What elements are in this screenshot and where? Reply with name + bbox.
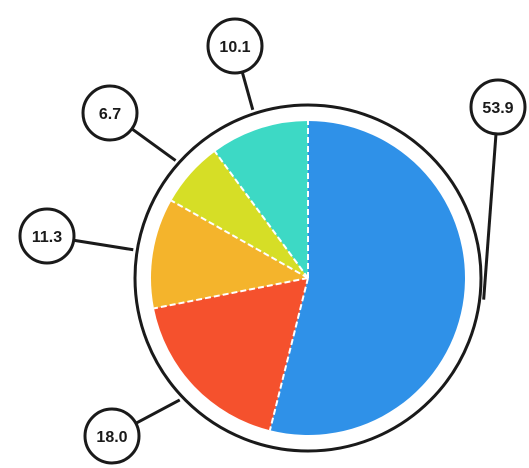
callout-bubble-11.3	[18, 207, 76, 265]
callout-leader-10.1	[240, 71, 255, 111]
value-callouts: 53.9 18.0 11.3 6.7 10.1	[18, 17, 527, 465]
callout-leader-18.0	[135, 398, 181, 425]
slice-value-label: 6.7	[99, 106, 121, 123]
callout-bubble-53.9	[469, 78, 527, 136]
pie-slice-6.7	[171, 151, 308, 278]
slice-separator	[153, 277, 309, 310]
pie-slice-53.9	[269, 121, 465, 436]
slice-separator	[214, 150, 309, 279]
slice-value-label: 10.1	[219, 39, 250, 56]
slice-separator	[170, 199, 309, 279]
slice-separator	[268, 277, 309, 431]
pie-slice-10.1	[214, 121, 308, 278]
callout-bubble-6.7	[81, 84, 139, 142]
callout-leader-53.9	[482, 133, 498, 300]
slice-value-label: 11.3	[32, 229, 62, 246]
pie-slice-18.0	[153, 278, 308, 431]
callout-leader-6.7	[130, 127, 177, 162]
callout-leader-11.3	[73, 238, 134, 252]
pie-slice-11.3	[150, 200, 308, 309]
callout-bubble-18.0	[83, 407, 141, 465]
slice-value-label: 18.0	[96, 429, 127, 446]
slice-separators	[153, 121, 309, 431]
pie-slices	[150, 121, 465, 436]
slice-value-label: 53.9	[482, 100, 513, 117]
callout-leaders	[73, 71, 498, 425]
callout-bubble-10.1	[206, 17, 264, 75]
